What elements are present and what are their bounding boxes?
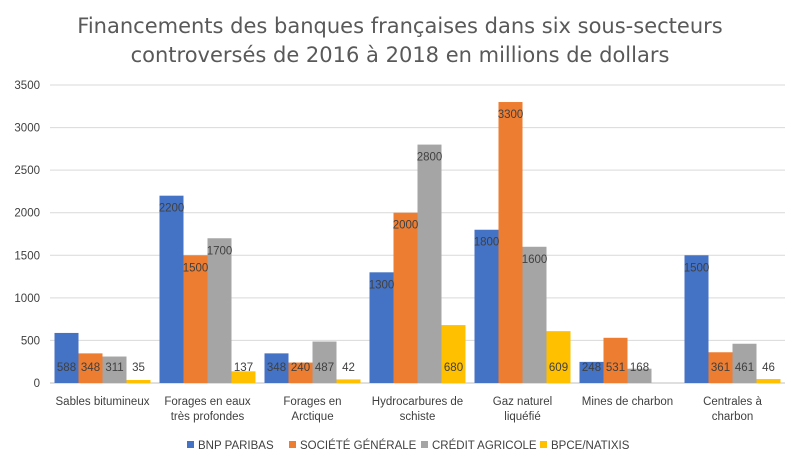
- data-label: 1500: [183, 262, 209, 274]
- legend-swatch: [421, 441, 428, 448]
- data-label: 361: [711, 362, 730, 374]
- data-label: 461: [735, 362, 754, 374]
- bar: [159, 195, 184, 383]
- chart-title-line-2: controversés de 2016 à 2018 en millions …: [131, 43, 670, 67]
- data-label: 1300: [369, 279, 395, 291]
- y-axis-ticks: 0 500 1000 1500 2000 2500 3000 3500: [14, 80, 40, 390]
- legend-label: BPCE/NATIXIS: [551, 440, 630, 452]
- bar: [264, 353, 289, 383]
- category-label: Hydrocarbures de schiste: [372, 396, 463, 423]
- category-label: Gaz naturel liquéfié: [493, 396, 552, 423]
- data-label: 2200: [159, 203, 185, 215]
- data-label: 531: [606, 362, 625, 374]
- data-label: 240: [291, 362, 310, 374]
- data-label: 588: [57, 362, 76, 374]
- data-label: 3300: [498, 109, 524, 121]
- data-label: 2000: [393, 220, 419, 232]
- data-label: 609: [549, 362, 568, 374]
- legend: BNP PARIBAS SOCIÉTÉ GÉNÉRALE CRÉDIT AGRICO…: [187, 439, 630, 452]
- bar: [684, 255, 709, 383]
- data-label: 348: [81, 362, 100, 374]
- legend-label: SOCIÉTÉ GÉNÉRALE: [300, 439, 417, 452]
- bars: [54, 102, 781, 384]
- bar: [474, 229, 499, 383]
- legend-label: CRÉDIT AGRICOLE: [432, 439, 537, 452]
- bar: [627, 368, 652, 383]
- bar: [393, 212, 418, 383]
- y-tick-label: 1000: [14, 293, 40, 305]
- data-labels: 588 348 311 35 2200 1500 1700 137 348 240 487 42 130…: [57, 109, 775, 374]
- data-label: 1800: [474, 237, 500, 249]
- data-label: 168: [630, 362, 649, 374]
- y-tick-label: 2000: [14, 208, 40, 220]
- legend-swatch: [187, 441, 194, 448]
- bar: [579, 361, 604, 383]
- legend-label: BNP PARIBAS: [198, 440, 274, 452]
- bar: [498, 102, 523, 384]
- y-tick-label: 3000: [14, 123, 40, 135]
- chart-title-line-1: Financements des banques françaises dans…: [77, 14, 722, 38]
- bar: [756, 379, 781, 383]
- bar: [708, 352, 733, 383]
- category-label: Mines de charbon: [582, 396, 673, 408]
- x-axis-categories: Sables bitumineux Forages en eaux très pro…: [56, 396, 763, 423]
- bar: [417, 144, 442, 383]
- category-label: Centrales à charbon: [703, 396, 762, 423]
- y-tick-label: 500: [21, 335, 40, 347]
- data-label: 248: [582, 362, 601, 374]
- bar: [312, 341, 337, 383]
- bar: [207, 238, 232, 383]
- y-tick-label: 2500: [14, 165, 40, 177]
- data-label: 2800: [417, 152, 443, 164]
- bar: [546, 331, 571, 383]
- bar: [603, 337, 628, 383]
- y-tick-label: 1500: [14, 250, 40, 262]
- category-label: Forages en eaux très profondes: [164, 396, 251, 423]
- data-label: 311: [105, 362, 123, 374]
- bar: [54, 332, 79, 383]
- bar: [522, 246, 547, 383]
- data-label: 348: [267, 362, 286, 374]
- legend-swatch: [289, 441, 296, 448]
- bar: [336, 379, 361, 383]
- bar: [369, 272, 394, 383]
- data-label: 35: [132, 362, 145, 374]
- data-label: 1500: [684, 262, 710, 274]
- bar: [183, 255, 208, 383]
- data-label: 46: [762, 362, 775, 374]
- bar: [231, 371, 256, 383]
- data-label: 680: [444, 362, 463, 374]
- legend-swatch: [540, 441, 547, 448]
- category-label: Forages en Arctique: [283, 396, 341, 423]
- bar: [732, 343, 757, 383]
- y-tick-label: 3500: [14, 80, 40, 92]
- bar: [102, 356, 127, 383]
- data-label: 487: [315, 362, 334, 374]
- data-label: 137: [234, 362, 253, 374]
- y-tick-label: 0: [34, 378, 40, 390]
- bar: [78, 353, 103, 383]
- data-label: 42: [342, 362, 355, 374]
- data-label: 1600: [522, 254, 548, 266]
- category-label: Sables bitumineux: [56, 396, 150, 408]
- data-label: 1700: [207, 245, 233, 257]
- bar: [126, 380, 151, 383]
- bar: [288, 362, 313, 383]
- bar: [441, 325, 466, 383]
